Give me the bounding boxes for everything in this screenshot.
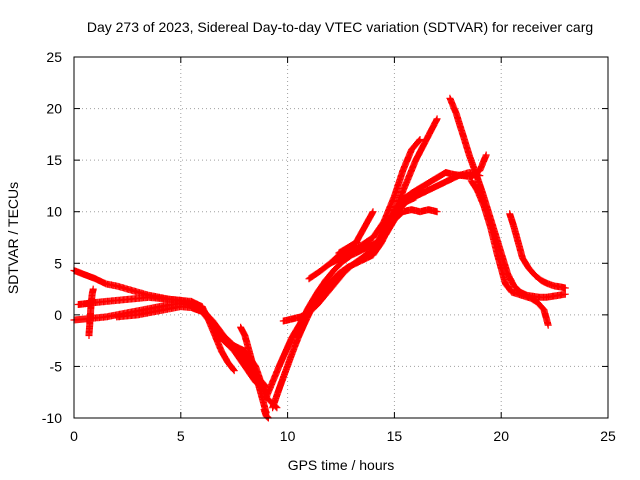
plus-markers <box>506 210 569 292</box>
y-tick-label: 5 <box>54 255 62 271</box>
plus-markers <box>237 323 270 417</box>
plot-frame <box>73 56 609 419</box>
series-track-9 <box>262 151 490 401</box>
plus-markers <box>335 208 377 257</box>
plus-markers <box>467 177 552 329</box>
series-track-14 <box>446 94 569 301</box>
y-tick-label: 20 <box>46 101 62 117</box>
series-track-4 <box>113 303 281 412</box>
x-tick-label: 15 <box>387 428 403 444</box>
plus-markers <box>401 169 484 205</box>
series-track-17 <box>401 169 484 205</box>
series-track-15 <box>467 177 552 329</box>
series-track-13 <box>335 208 377 257</box>
y-tick-label: 0 <box>54 307 62 323</box>
series-track-12 <box>326 115 441 267</box>
x-tick-label: 5 <box>177 428 185 444</box>
series-track-16 <box>506 210 569 292</box>
plus-markers <box>113 303 281 412</box>
data-series <box>70 94 569 422</box>
y-tick-label: 25 <box>46 49 62 65</box>
plus-markers <box>446 94 569 301</box>
plus-markers <box>85 285 97 339</box>
x-axis-label: GPS time / hours <box>288 457 395 473</box>
x-tick-label: 0 <box>70 428 78 444</box>
y-tick-label: 15 <box>46 152 62 168</box>
plus-markers <box>279 206 441 325</box>
series-track-8 <box>269 193 420 412</box>
axis-ticks: 0 5 10 15 20 25 25 20 15 10 5 0 -5 -10 <box>42 49 616 444</box>
plus-markers <box>269 193 420 412</box>
x-tick-label: 10 <box>280 428 296 444</box>
series-track-5 <box>85 285 97 339</box>
grid <box>74 57 608 418</box>
y-tick-label: 10 <box>46 204 62 220</box>
series-track-6 <box>237 323 270 417</box>
y-tick-label: -5 <box>50 358 63 374</box>
y-tick-label: -10 <box>42 410 62 426</box>
plus-markers <box>326 115 441 267</box>
series-track-10 <box>279 206 441 325</box>
y-axis-label: SDTVAR / TECUs <box>5 182 21 294</box>
x-tick-label: 25 <box>600 428 616 444</box>
x-tick-label: 20 <box>493 428 509 444</box>
chart-title: Day 273 of 2023, Sidereal Day-to-day VTE… <box>87 19 593 35</box>
plus-markers <box>262 151 490 401</box>
